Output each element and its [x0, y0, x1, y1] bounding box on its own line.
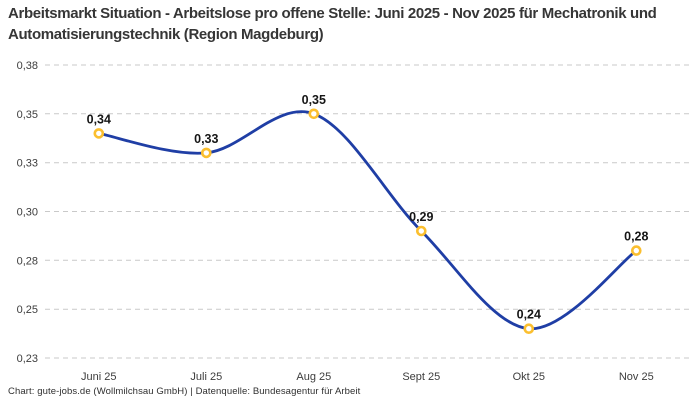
y-axis-tick-label: 0,25 — [17, 304, 38, 316]
data-point-label: 0,33 — [194, 132, 218, 146]
data-point-marker — [523, 323, 535, 335]
x-axis-tick-label: Nov 25 — [619, 371, 654, 383]
data-point-label: 0,35 — [302, 93, 326, 107]
data-point-marker — [308, 108, 320, 120]
data-point-marker — [415, 225, 427, 237]
source-attribution: Chart: gute-jobs.de (Wollmilchsau GmbH) … — [8, 386, 361, 397]
x-axis-tick-label: Juni 25 — [81, 371, 116, 383]
y-axis-tick-label: 0,23 — [17, 353, 38, 365]
data-point-label: 0,24 — [517, 308, 541, 322]
x-axis-tick-label: Okt 25 — [513, 371, 545, 383]
data-point-marker — [630, 245, 642, 256]
x-axis-tick-label: Sept 25 — [402, 371, 440, 383]
data-point-marker — [93, 128, 105, 139]
data-point-label: 0,29 — [409, 210, 433, 224]
y-axis-tick-label: 0,30 — [17, 207, 38, 219]
series-line — [97, 110, 638, 331]
data-point-marker — [201, 147, 212, 159]
chart-title: Arbeitsmarkt Situation - Arbeitslose pro… — [8, 5, 657, 43]
x-axis-tick-label: Juli 25 — [190, 371, 222, 383]
data-point-label: 0,34 — [87, 112, 111, 126]
y-axis-tick-label: 0,33 — [17, 158, 38, 170]
y-axis-tick-label: 0,35 — [17, 109, 38, 121]
y-axis-tick-label: 0,28 — [17, 255, 38, 267]
x-axis-tick-label: Aug 25 — [296, 371, 331, 383]
data-point-label: 0,28 — [624, 230, 648, 244]
y-axis-tick-label: 0,38 — [17, 60, 38, 72]
